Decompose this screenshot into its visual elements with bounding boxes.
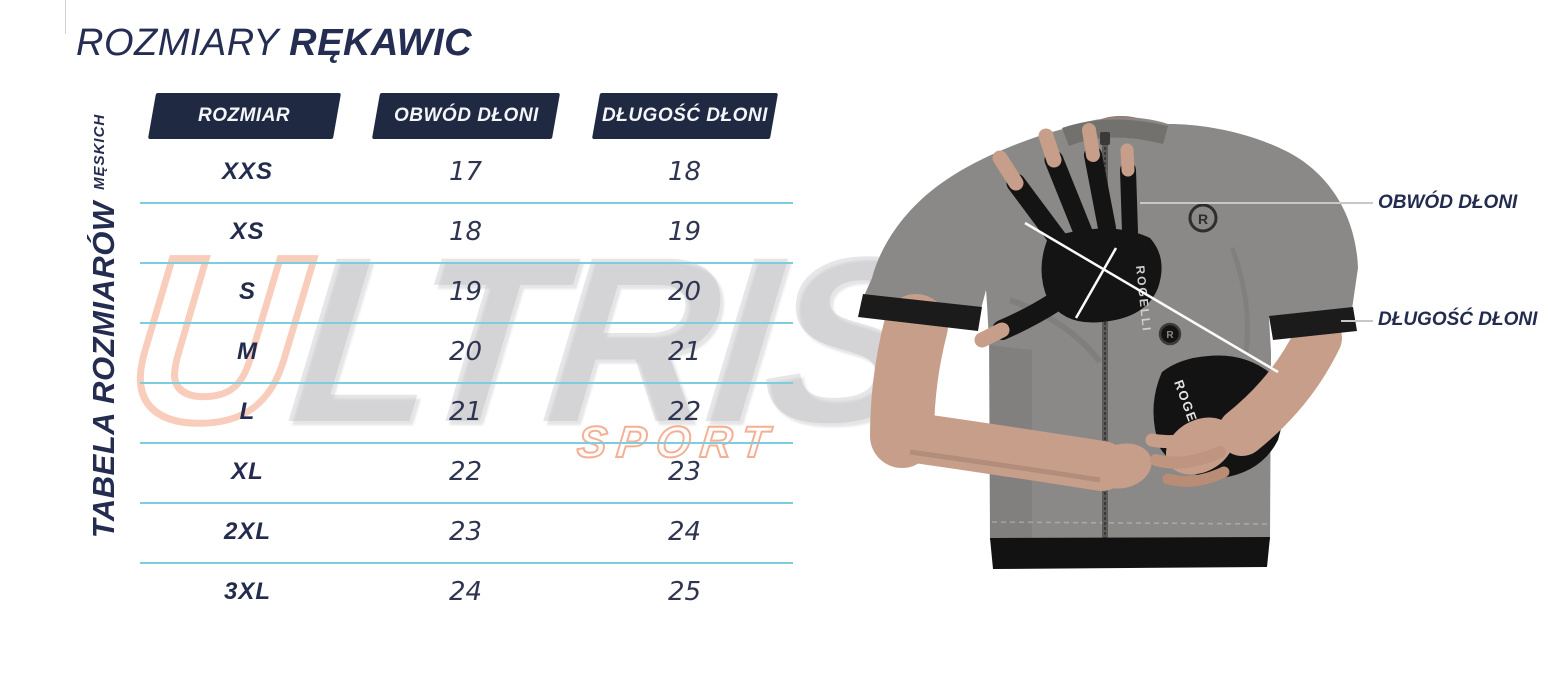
row-size: S xyxy=(238,278,256,305)
row-obwod: 23 xyxy=(448,517,483,547)
side-vertical-label: TABELA ROZMIARÓW MĘSKICH xyxy=(86,114,122,539)
row-size: XS xyxy=(230,218,265,245)
header-pill-dlugosc: DŁUGOŚĆ DŁONI xyxy=(591,93,779,139)
shorts-strip xyxy=(990,537,1270,569)
bare-thumbtip xyxy=(974,322,1010,348)
row-size: XXS xyxy=(221,158,274,185)
table-row: L 21 22 xyxy=(140,382,793,444)
header-pill-obwod: OBWÓD DŁONI xyxy=(371,93,561,139)
jersey-logo-letter: R xyxy=(1198,211,1208,227)
row-size: M xyxy=(237,338,258,365)
jersey-logo: R xyxy=(1188,203,1218,233)
row-size: L xyxy=(239,398,256,425)
page-title-regular: ROZMIARY xyxy=(76,22,280,64)
table-row: S 19 20 xyxy=(140,262,793,324)
bare-fingertip xyxy=(1120,143,1135,177)
bare-fingertip xyxy=(992,150,1024,191)
side-label-main: TABELA ROZMIARÓW xyxy=(86,201,121,539)
row-dlugosc: 18 xyxy=(667,157,702,187)
table-row: XL 22 23 xyxy=(140,442,793,504)
row-size: XL xyxy=(231,458,264,485)
row-obwod: 19 xyxy=(448,277,483,307)
row-obwod: 24 xyxy=(448,577,483,607)
callout-label-obwod: OBWÓD DŁONI xyxy=(1378,192,1518,213)
row-size: 3XL xyxy=(223,578,271,605)
leader-line-obwod xyxy=(1140,202,1373,204)
row-obwod: 21 xyxy=(448,397,483,427)
row-obwod: 18 xyxy=(448,217,483,247)
page-title-bold: RĘKAWIC xyxy=(289,22,473,64)
row-dlugosc: 23 xyxy=(667,457,702,487)
page-title: ROZMIARY RĘKAWIC xyxy=(76,22,472,65)
header-pill-dlugosc-label: DŁUGOŚĆ DŁONI xyxy=(602,105,768,126)
leader-line-dlugosc xyxy=(1341,320,1373,322)
row-dlugosc: 21 xyxy=(667,337,702,367)
right-sleeve-cuff xyxy=(1269,307,1357,340)
glove-logo-circle xyxy=(1158,322,1182,346)
table-row: XS 18 19 xyxy=(140,202,793,264)
glove-logo-letter: R xyxy=(1166,330,1174,341)
model-right-arm xyxy=(1145,314,1342,487)
model-photo: R ROGELLI R xyxy=(858,116,1358,569)
bare-fingertip xyxy=(1082,123,1100,162)
left-sleeve-cuff xyxy=(858,294,982,331)
side-label-sub: MĘSKICH xyxy=(91,113,108,190)
table-row: 3XL 24 25 xyxy=(140,562,793,622)
measuring-cross xyxy=(1024,221,1279,374)
glove-on-chest: ROGELLI xyxy=(974,123,1162,348)
row-dlugosc: 25 xyxy=(667,577,702,607)
row-dlugosc: 22 xyxy=(667,397,702,427)
row-dlugosc: 20 xyxy=(667,277,702,307)
header-pill-rozmiar: ROZMIAR xyxy=(147,93,342,139)
model-left-arm xyxy=(870,294,1152,491)
bare-fingertip xyxy=(1038,128,1062,168)
table-row: XXS 17 18 xyxy=(140,142,793,204)
row-dlugosc: 24 xyxy=(667,517,702,547)
row-dlugosc: 19 xyxy=(667,217,702,247)
zipper-pull xyxy=(1100,132,1110,145)
header-pill-rozmiar-label: ROZMIAR xyxy=(198,105,291,126)
callout-label-dlugosc: DŁUGOŚĆ DŁONI xyxy=(1378,309,1538,330)
row-obwod: 17 xyxy=(448,157,483,187)
row-size: 2XL xyxy=(223,518,271,545)
header-pill-obwod-label: OBWÓD DŁONI xyxy=(393,105,539,126)
corner-tick-line xyxy=(65,0,66,34)
row-obwod: 20 xyxy=(448,337,483,367)
row-obwod: 22 xyxy=(448,457,483,487)
table-row: 2XL 23 24 xyxy=(140,502,793,564)
table-row: M 20 21 xyxy=(140,322,793,384)
